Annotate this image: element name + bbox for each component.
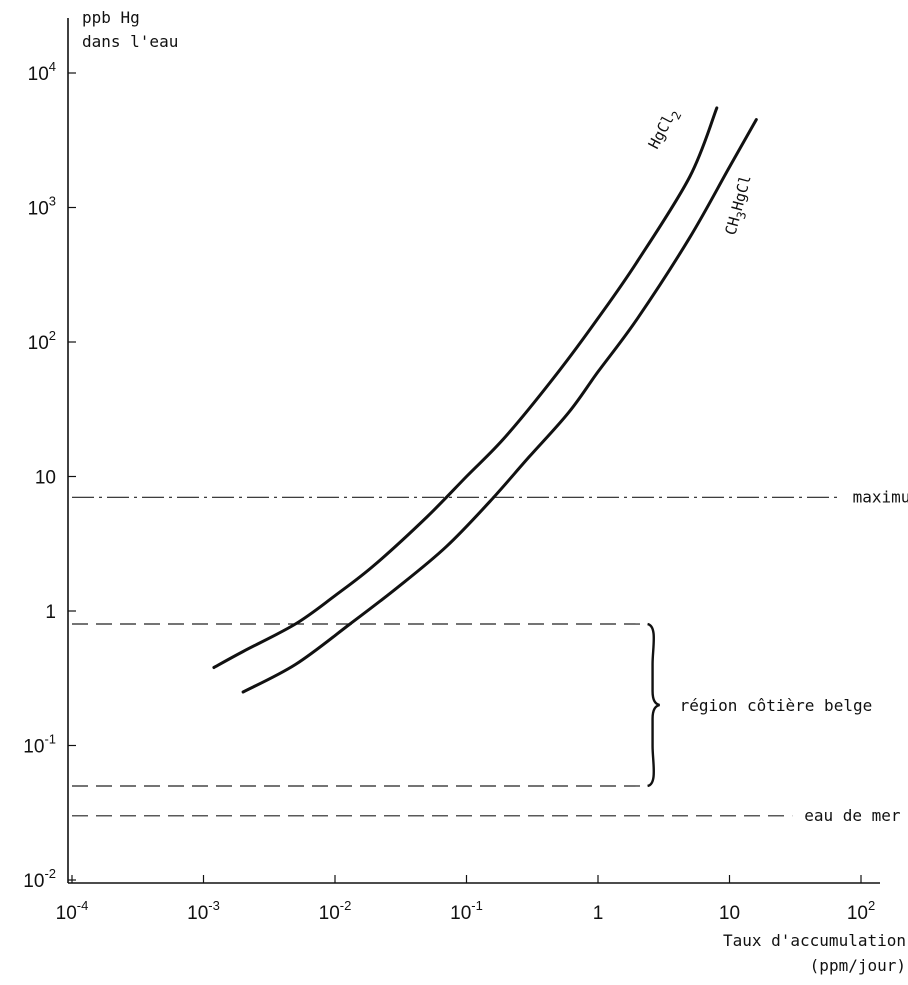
reference-lines-layer: maximum Minamata eau de mer naturelle — [72, 487, 908, 825]
y-tick-label-5: 103 — [28, 194, 56, 220]
y-tick-label-base-6: 10 — [28, 64, 49, 85]
x-tick-label-base-4: 1 — [593, 903, 604, 924]
y-tick-label-exp-1: -1 — [44, 732, 56, 747]
region-brace — [647, 622, 660, 788]
y-tick-label-base-2: 1 — [45, 602, 56, 623]
series-line-1 — [241, 118, 758, 694]
x-tick-label-exp-3: -1 — [471, 898, 483, 913]
y-tick-label-4: 102 — [28, 328, 56, 354]
series-line-0 — [212, 106, 719, 669]
y-tick-label-base-5: 10 — [28, 199, 49, 220]
y-tick-label-exp-4: 2 — [49, 328, 56, 343]
y-tick-label-3: 10 — [35, 468, 56, 489]
y-tick-label-0: 10-2 — [23, 866, 56, 892]
x-tick-label-exp-1: -3 — [208, 898, 220, 913]
y-tick-label-base-1: 10 — [23, 737, 44, 758]
x-tick-label-base-0: 10 — [56, 903, 77, 924]
x-tick-label-base-6: 10 — [847, 903, 868, 924]
x-tick-label-4: 1 — [593, 903, 604, 924]
x-axis-title-line1: Taux d'accumulation — [723, 931, 906, 950]
y-tick-label-base-3: 10 — [35, 468, 56, 489]
ticks: 10-4 10-3 10-2 10-1 1 10 10210-210-11101021031… — [23, 59, 875, 924]
x-tick-label-exp-2: -2 — [340, 898, 352, 913]
x-tick-label-exp-0: -4 — [77, 898, 89, 913]
axes — [67, 18, 880, 884]
y-tick-label-6: 104 — [28, 59, 56, 85]
y-axis-title-line1: ppb Hg — [82, 8, 140, 27]
y-tick-label-1: 10-1 — [23, 732, 56, 758]
x-tick-label-5: 10 — [719, 903, 740, 924]
annotations: région côtière belge — [647, 622, 873, 788]
series-label-ch3hgcl: CH3HgCl — [721, 173, 758, 238]
x-axis-title-line2: (ppm/jour) — [810, 956, 906, 975]
region-label: région côtière belge — [680, 696, 873, 715]
x-tick-label-base-3: 10 — [450, 903, 471, 924]
x-tick-label-6: 102 — [847, 898, 875, 924]
y-tick-label-base-0: 10 — [23, 871, 44, 892]
y-tick-label-exp-5: 3 — [49, 194, 56, 209]
x-tick-label-exp-6: 2 — [868, 898, 875, 913]
x-tick-label-base-1: 10 — [187, 903, 208, 924]
x-tick-label-1: 10-3 — [187, 898, 220, 924]
x-tick-label-3: 10-1 — [450, 898, 483, 924]
y-tick-label-base-4: 10 — [28, 333, 49, 354]
series-label-hgcl2: HgCl2 — [645, 105, 685, 154]
x-tick-label-base-5: 10 — [719, 903, 740, 924]
reference-line-label-0: maximum Minamata — [853, 487, 908, 506]
y-tick-label-exp-0: -2 — [44, 866, 56, 881]
y-axis-title-line2: dans l'eau — [82, 32, 178, 51]
reference-line-label-1: eau de mer naturelle — [804, 806, 908, 825]
y-tick-label-2: 1 — [45, 602, 56, 623]
series — [212, 106, 758, 694]
x-tick-label-0: 10-4 — [56, 898, 89, 924]
y-tick-label-exp-6: 4 — [49, 59, 56, 74]
x-tick-label-base-2: 10 — [319, 903, 340, 924]
x-tick-label-2: 10-2 — [319, 898, 352, 924]
